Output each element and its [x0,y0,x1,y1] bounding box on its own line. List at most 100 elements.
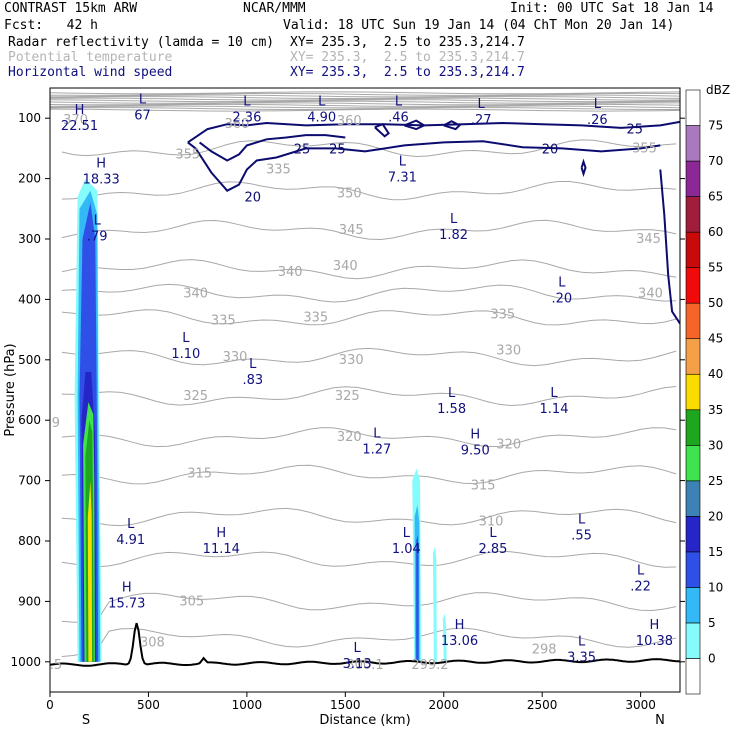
x-tick-label: 500 [137,698,160,712]
plot-layer [50,91,680,667]
colorbar-tick-label: 75 [708,119,723,133]
wind-contour [374,122,390,138]
theta-contour [61,219,677,241]
colorbar-tick-label: 35 [708,403,723,417]
field-wind-name: Horizontal wind speed [8,65,173,80]
extremum-kind: L [182,331,190,346]
theta-contour [61,309,677,326]
extremum-value: 1.10 [171,347,200,362]
extremum-kind: L [373,426,381,441]
colorbar-swatch [685,480,701,517]
theta-label: 335 [266,163,291,178]
colorbar-tick-label: 10 [708,580,723,594]
extremum-value: 10.38 [636,634,673,649]
extremum-kind: L [318,95,326,110]
forecast-hour: Fcst: 42 h [4,18,98,33]
colorbar-tick-label: 5 [708,616,716,630]
theta-contour [61,627,677,657]
y-tick-label: 200 [18,172,41,186]
theta-label: 345 [339,223,364,238]
valid-time: Valid: 18 UTC Sun 19 Jan 14 (04 ChT Mon … [283,18,675,33]
colorbar-tick-label: 60 [708,225,723,239]
extremum-value: .20 [552,291,573,306]
extremum-kind: H [455,618,465,633]
theta-label: 360 [337,114,362,129]
theta-label: 315 [471,478,496,493]
extremum-value: 1.58 [437,402,466,417]
y-tick-label: 400 [18,292,41,306]
init-time: Init: 00 UTC Sat 18 Jan 14 [510,1,714,16]
theta-label: 315 [187,466,212,481]
theta-contour-upper [50,103,680,107]
theta-contour [61,283,677,303]
colorbar-unit: dBZ [706,83,730,97]
extremum-value: 15.73 [108,596,145,611]
extremum-kind: H [75,103,85,118]
extremum-kind: L [450,212,458,227]
y-tick-label: 600 [18,413,41,427]
reflectivity-region [442,613,447,662]
theta-contour [61,347,677,367]
wind-label: 20 [245,191,262,206]
theta-label: 330 [496,344,521,359]
end-label-south: S [82,713,90,728]
colorbar-swatch [685,587,701,624]
extremum-value: 1.14 [540,402,569,417]
colorbar-swatch [685,516,701,553]
extremum-kind: L [354,641,362,656]
extremum-kind: H [470,428,480,443]
colorbar-tick-label: 50 [708,296,723,310]
theta-label: 320 [337,430,362,445]
extremum-value: 1.27 [362,442,391,457]
theta-contour [61,550,677,568]
wind-contour [580,158,587,178]
y-tick-label: 900 [18,594,41,608]
organization: NCAR/MMM [243,1,306,16]
y-tick-label: 1000 [10,655,41,669]
extremum-value: 11.14 [203,542,240,557]
extremum-kind: H [122,580,132,595]
theta-contour [61,259,677,280]
extremum-kind: H [216,526,226,541]
theta-contour [61,592,677,623]
colorbar-swatch [685,373,701,411]
extremum-kind: L [578,635,586,650]
extremum-kind: L [127,517,135,532]
terrain-line [50,622,680,667]
theta-label: 325 [335,389,360,404]
theta-label: 335 [303,311,328,326]
y-tick-label: 700 [18,474,41,488]
x-tick-label: 2000 [428,698,459,712]
theta-label: 340 [333,259,358,274]
field-wind-xy: XY= 235.3, 2.5 to 235.3,214.7 [290,65,525,80]
colorbar-swatch [685,160,701,197]
colorbar-swatch [685,658,701,695]
extremum-value: 3.35 [567,651,596,666]
wind-label: 25 [294,142,311,157]
colorbar-tick-label: 40 [708,367,723,381]
wind-label: 20 [542,142,559,157]
wind-contour [443,120,462,131]
theta-label: 370 [63,113,88,128]
theta-label: 355 [175,147,200,162]
wind-label: 25 [329,142,346,157]
theta-label: 300.1 [346,658,383,673]
theta-label: 345 [636,232,661,247]
extremum-value: 2.36 [232,111,261,126]
theta-label: .5 [50,658,62,673]
theta-label: 335 [490,308,515,323]
extremum-kind: L [249,357,257,372]
extremum-kind: L [578,513,586,528]
colorbar-tick-label: 70 [708,154,723,168]
x-tick-label: 3000 [625,698,656,712]
theta-label: 330 [223,350,248,365]
extremum-value: 4.91 [116,533,145,548]
extremum-value: .27 [471,113,492,128]
theta-contour-upper [50,96,680,99]
theta-contour [61,427,677,448]
wind-contour [187,140,661,192]
colorbar-tick-label: 0 [708,651,716,665]
x-tick-label: 1500 [330,698,361,712]
field-theta-xy: XY= 235.3, 2.5 to 235.3,214.7 [290,50,525,65]
